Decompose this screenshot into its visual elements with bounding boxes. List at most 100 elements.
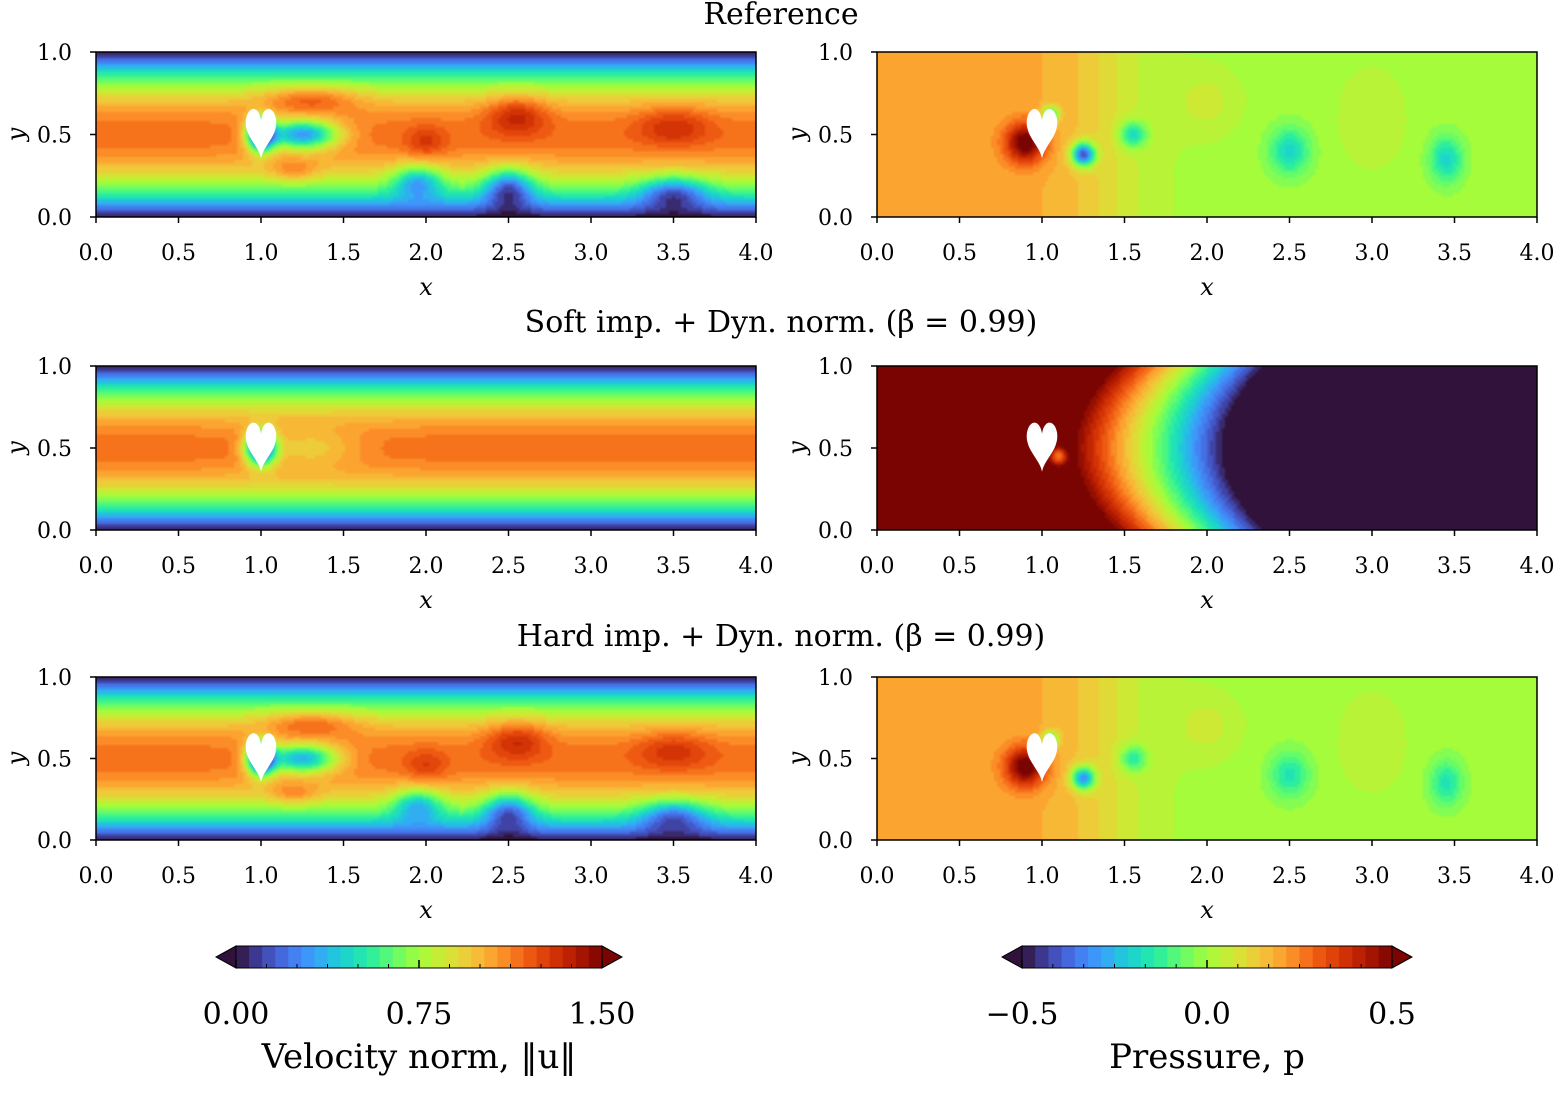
heart-obstacle-icon [245,422,277,473]
row-title-reference: Reference [703,0,858,32]
x-tick-label: 1.0 [1025,241,1060,266]
row-title-soft: Soft imp. + Dyn. norm. (β = 0.99) [525,305,1038,340]
colorbar-swatch [484,946,498,968]
x-axis-label: x [1200,273,1214,301]
y-axis-label: y [783,127,811,142]
x-tick-label: 0.5 [942,864,977,889]
y-tick-label: 0.5 [818,437,853,462]
x-tick-label: 3.0 [574,241,609,266]
x-tick-label: 1.0 [1025,864,1060,889]
y-tick-label: 0.5 [818,748,853,773]
colorbar-swatch [340,946,355,968]
colorbar-swatch [419,946,433,968]
y-axis-label: y [783,751,811,766]
x-tick-label: 1.5 [326,554,361,579]
y-tick-label: 0.0 [37,519,72,544]
x-tick-label: 3.0 [574,864,609,889]
colorbar-swatch [562,946,577,968]
x-tick-label: 1.5 [326,241,361,266]
colorbar-tick-label: 0.5 [1368,997,1416,1032]
colorbar-swatch [301,946,315,968]
heart-obstacle-icon [245,733,277,783]
x-tick-label: 0.5 [161,864,196,889]
x-tick-label: 3.0 [1355,241,1390,266]
x-axis-label: x [1200,896,1214,924]
colorbar-swatch [405,946,420,968]
colorbar-tick-label: 0.00 [203,997,270,1032]
colorbar-swatch [1286,946,1300,968]
colorbar-swatch [1154,946,1168,968]
x-tick-label: 0.0 [79,554,114,579]
colorbar-swatch [1048,946,1063,968]
y-tick-label: 0.0 [37,829,72,854]
heart-obstacle-icon [245,108,277,159]
colorbar-swatch [1207,946,1221,968]
colorbar-extend-high [601,945,624,969]
colorbar-swatch [1167,946,1182,968]
y-tick-label: 0.5 [37,748,72,773]
x-tick-label: 0.0 [79,864,114,889]
x-tick-label: 2.5 [1272,554,1307,579]
x-tick-label: 0.0 [860,554,895,579]
y-tick-label: 1.0 [818,355,853,380]
x-tick-label: 3.5 [656,241,691,266]
colorbar-swatch [379,946,394,968]
y-tick-label: 0.0 [37,206,72,231]
x-tick-label: 2.5 [491,554,526,579]
panel-hard-pressure: 0.0 0.5 1.0 1.5 2.0 2.5 3.0 3.5 4.0 0.0 0.5 1.0 x y [783,666,1555,924]
colorbar-swatch [1088,946,1102,968]
colorbar-tick-label: 0.0 [1183,997,1231,1032]
x-tick-label: 2.0 [409,241,444,266]
colorbar-swatch [1035,946,1049,968]
colorbar-extend-low [1000,945,1023,969]
x-tick-label: 2.0 [409,864,444,889]
x-tick-label: 4.0 [739,554,774,579]
colorbar-swatch [445,946,459,968]
x-tick-label: 1.5 [326,864,361,889]
colorbar-swatch [1061,946,1076,968]
panel-soft-pressure: 0.0 0.5 1.0 1.5 2.0 2.5 3.0 3.5 4.0 0.0 0.5 1.0 x y [783,355,1555,614]
x-tick-label: 2.5 [491,864,526,889]
heatmap-hard-velocity [96,677,756,840]
colorbar-swatch [392,946,407,968]
y-tick-label: 1.0 [818,41,853,66]
x-tick-label: 4.0 [1520,554,1555,579]
x-tick-label: 2.0 [1190,554,1225,579]
colorbar-swatch [471,946,485,968]
colorbar-swatch [366,946,381,968]
colorbar-swatch [1312,946,1327,968]
colorbar-swatch [275,946,289,968]
colorbar-swatch [1352,946,1367,968]
row-title-hard: Hard imp. + Dyn. norm. (β = 0.99) [517,619,1046,654]
heart-obstacle-icon [1026,733,1058,783]
x-tick-label: 3.5 [656,554,691,579]
x-tick-label: 3.5 [1437,554,1472,579]
colorbar-swatch [1246,946,1261,968]
y-tick-label: 0.5 [37,437,72,462]
x-tick-label: 0.5 [942,554,977,579]
y-tick-label: 0.0 [818,829,853,854]
y-tick-label: 1.0 [37,355,72,380]
colorbar-swatch [575,946,590,968]
colorbar-swatch [458,946,472,968]
x-tick-label: 1.0 [1025,554,1060,579]
y-tick-label: 1.0 [37,41,72,66]
colorbar-swatch [1299,946,1314,968]
x-tick-label: 2.5 [491,241,526,266]
colorbar-swatch [432,946,446,968]
colorbar-swatch [536,946,551,968]
x-tick-label: 1.0 [244,554,279,579]
colorbar-swatch [1273,946,1287,968]
x-tick-label: 2.5 [1272,864,1307,889]
y-axis-label: y [783,441,811,456]
colorbar-extend-low [214,945,237,969]
y-tick-label: 0.0 [818,519,853,544]
y-axis-label: y [2,441,30,456]
heatmap-hard-pressure [877,677,1537,840]
x-axis-label: x [419,896,433,924]
y-tick-label: 1.0 [37,666,72,691]
colorbar-extend-high [1391,945,1414,969]
x-tick-label: 0.5 [161,554,196,579]
x-tick-label: 3.0 [1355,864,1390,889]
x-tick-label: 0.0 [860,241,895,266]
